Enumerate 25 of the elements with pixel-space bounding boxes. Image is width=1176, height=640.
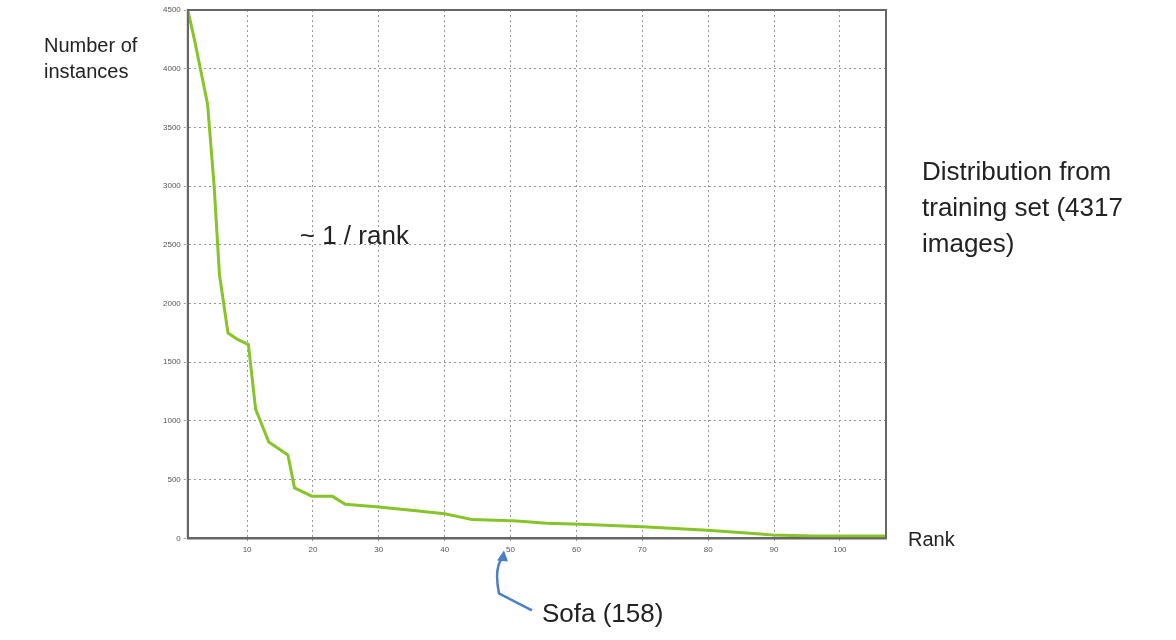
y-tick-label: 3500 xyxy=(163,122,182,132)
y-tick-label: 4000 xyxy=(163,63,182,73)
x-tick-label: 50 xyxy=(506,545,516,555)
x-tick-label: 60 xyxy=(571,545,582,555)
x-tick-label: 30 xyxy=(374,545,384,555)
x-axis-title: Rank xyxy=(908,527,956,550)
y-tick-label: 2000 xyxy=(163,298,182,308)
y-tick-label: 4500 xyxy=(163,5,182,15)
y-tick-label: 1000 xyxy=(163,416,182,426)
x-tick-label: 100 xyxy=(833,545,848,555)
x-tick-label: 90 xyxy=(769,545,780,555)
x-tick-label: 80 xyxy=(703,545,714,555)
y-tick-label: 1500 xyxy=(163,357,182,367)
text: Sofa (158) xyxy=(542,597,664,628)
x-tick-label: 70 xyxy=(637,545,648,555)
x-tick-label: 40 xyxy=(440,545,450,555)
y-tick-label: 0 xyxy=(176,533,182,543)
y-axis-title: Number of instances xyxy=(44,33,138,82)
y-tick-label: 500 xyxy=(167,474,182,484)
x-tick-label: 10 xyxy=(242,545,253,555)
y-tick-label: 2500 xyxy=(163,240,182,250)
y-tick-label: 3000 xyxy=(163,181,182,191)
annotation: ~ 1 / rank xyxy=(299,219,410,250)
x-tick-label: 20 xyxy=(308,545,318,555)
text: Distribution from training set (4317 images) xyxy=(922,156,1131,259)
